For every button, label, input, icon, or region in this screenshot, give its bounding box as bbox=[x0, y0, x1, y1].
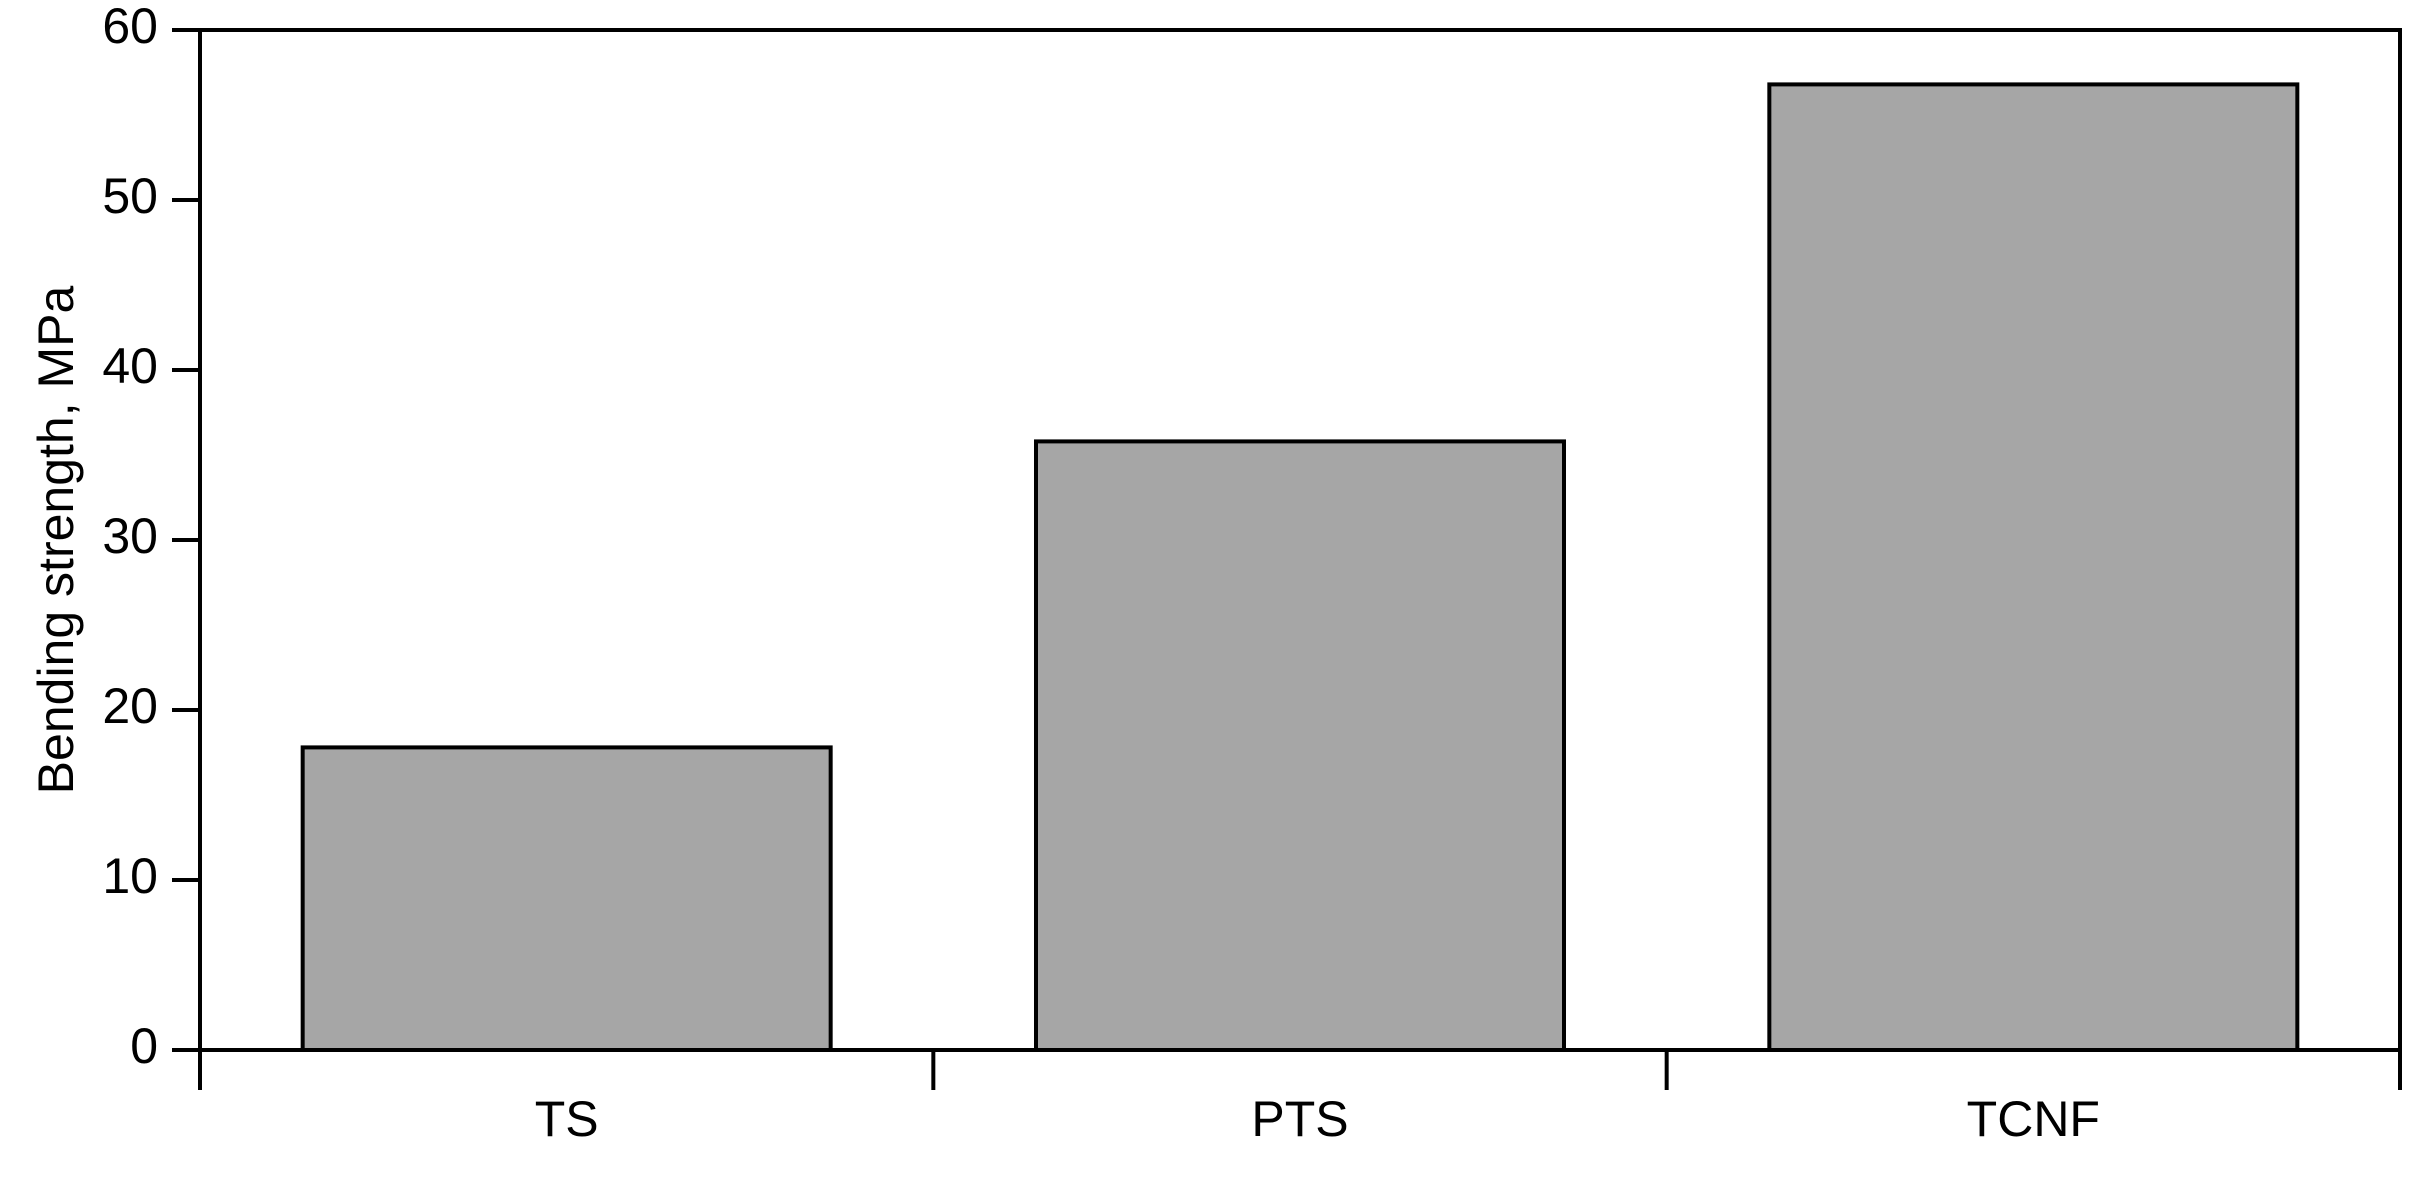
y-tick-label: 50 bbox=[102, 168, 158, 224]
y-axis-label: Bending strength, MPa bbox=[28, 285, 84, 794]
bar bbox=[1036, 441, 1564, 1050]
y-tick-label: 40 bbox=[102, 338, 158, 394]
y-tick-label: 10 bbox=[102, 848, 158, 904]
y-tick-label: 30 bbox=[102, 508, 158, 564]
y-tick-label: 20 bbox=[102, 678, 158, 734]
y-tick-label: 0 bbox=[130, 1018, 158, 1074]
x-tick-label: PTS bbox=[1251, 1091, 1348, 1147]
y-tick-label: 60 bbox=[102, 0, 158, 54]
x-tick-label: TS bbox=[535, 1091, 599, 1147]
chart-svg: 0 10 20 30 40 50 60 Bending strength, MPa TS PTS T… bbox=[0, 0, 2420, 1192]
bar bbox=[1769, 84, 2297, 1050]
bar bbox=[303, 747, 831, 1050]
x-tick-label: TCNF bbox=[1967, 1091, 2100, 1147]
bar-chart: 0 10 20 30 40 50 60 Bending strength, MPa TS PTS T… bbox=[0, 0, 2420, 1192]
